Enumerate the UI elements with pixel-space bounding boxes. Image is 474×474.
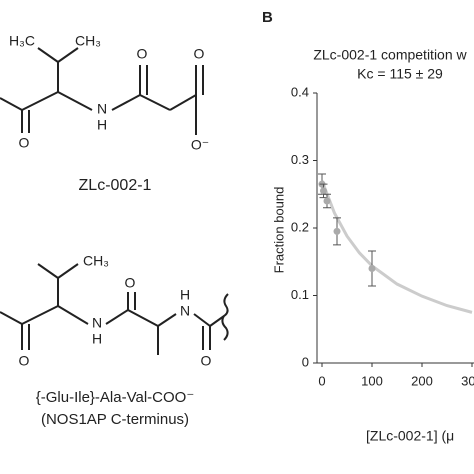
atom: H: [97, 117, 107, 133]
x-axis-label: [ZLc-002-1] (μ: [366, 428, 454, 444]
atom: CH₃: [83, 253, 109, 269]
y-tick-label: 0.3: [291, 152, 309, 167]
chart-subtitle: Kc = 115 ± 29: [357, 66, 443, 82]
data-point: [368, 265, 376, 272]
x-tick-label: 100: [361, 373, 383, 388]
x-tick-label: 0: [318, 373, 325, 388]
data-point: [333, 227, 341, 235]
structure-zlc: H₃C CH₃ O N H O O O⁻ ZLc-002-1: [0, 33, 209, 194]
data-point: [323, 197, 331, 205]
atom: O: [19, 135, 30, 151]
atom: H₃C: [9, 33, 35, 49]
atom: O: [137, 46, 148, 62]
y-tick-label: 0.1: [291, 287, 309, 302]
atom: O: [201, 353, 212, 369]
y-axis-label: Fraction bound: [271, 187, 286, 274]
atom: N: [180, 303, 190, 319]
atom: CH₃: [75, 33, 101, 49]
atom: O: [19, 353, 30, 369]
y-tick-label: 0.4: [291, 84, 309, 99]
structure-nos1ap: CH₃ O N H O N H O {-Glu-Ile}-Ala-Val-COO…: [0, 253, 229, 428]
y-tick-label: 0.2: [291, 219, 309, 234]
atom: H: [180, 287, 190, 303]
data-point: [320, 187, 327, 195]
plot: 0 0.1 0.2 0.3 0.4 0 100 200 300: [291, 84, 474, 388]
fit-curve: [320, 180, 473, 314]
compound-name: {-Glu-Ile}-Ala-Val-COO⁻: [36, 389, 195, 406]
x-tick-label: 200: [411, 373, 433, 388]
x-tick-label: 300: [461, 373, 474, 388]
atom: O: [125, 275, 136, 291]
compound-name: (NOS1AP C-terminus): [41, 411, 189, 428]
atom: O⁻: [191, 137, 209, 153]
y-tick-label: 0: [302, 354, 309, 369]
panel-label: B: [262, 9, 273, 26]
atom: N: [97, 101, 107, 117]
atom: N: [92, 315, 102, 331]
atom: O: [194, 46, 205, 62]
chart-title: ZLc-002-1 competition w: [313, 47, 467, 63]
compound-name: ZLc-002-1: [79, 177, 152, 194]
atom: H: [92, 331, 102, 347]
